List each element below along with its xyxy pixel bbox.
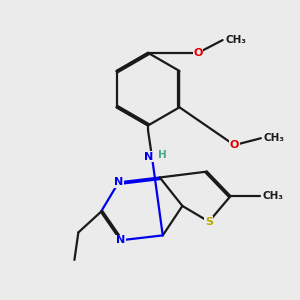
- Text: S: S: [205, 217, 213, 226]
- Text: CH₃: CH₃: [263, 191, 284, 201]
- Text: N: N: [116, 235, 125, 245]
- Text: N: N: [144, 152, 153, 162]
- Text: H: H: [158, 149, 167, 160]
- Text: CH₃: CH₃: [264, 133, 285, 143]
- Text: CH₃: CH₃: [226, 35, 247, 45]
- Text: N: N: [114, 177, 123, 188]
- Text: O: O: [194, 48, 203, 58]
- Text: O: O: [230, 140, 239, 150]
